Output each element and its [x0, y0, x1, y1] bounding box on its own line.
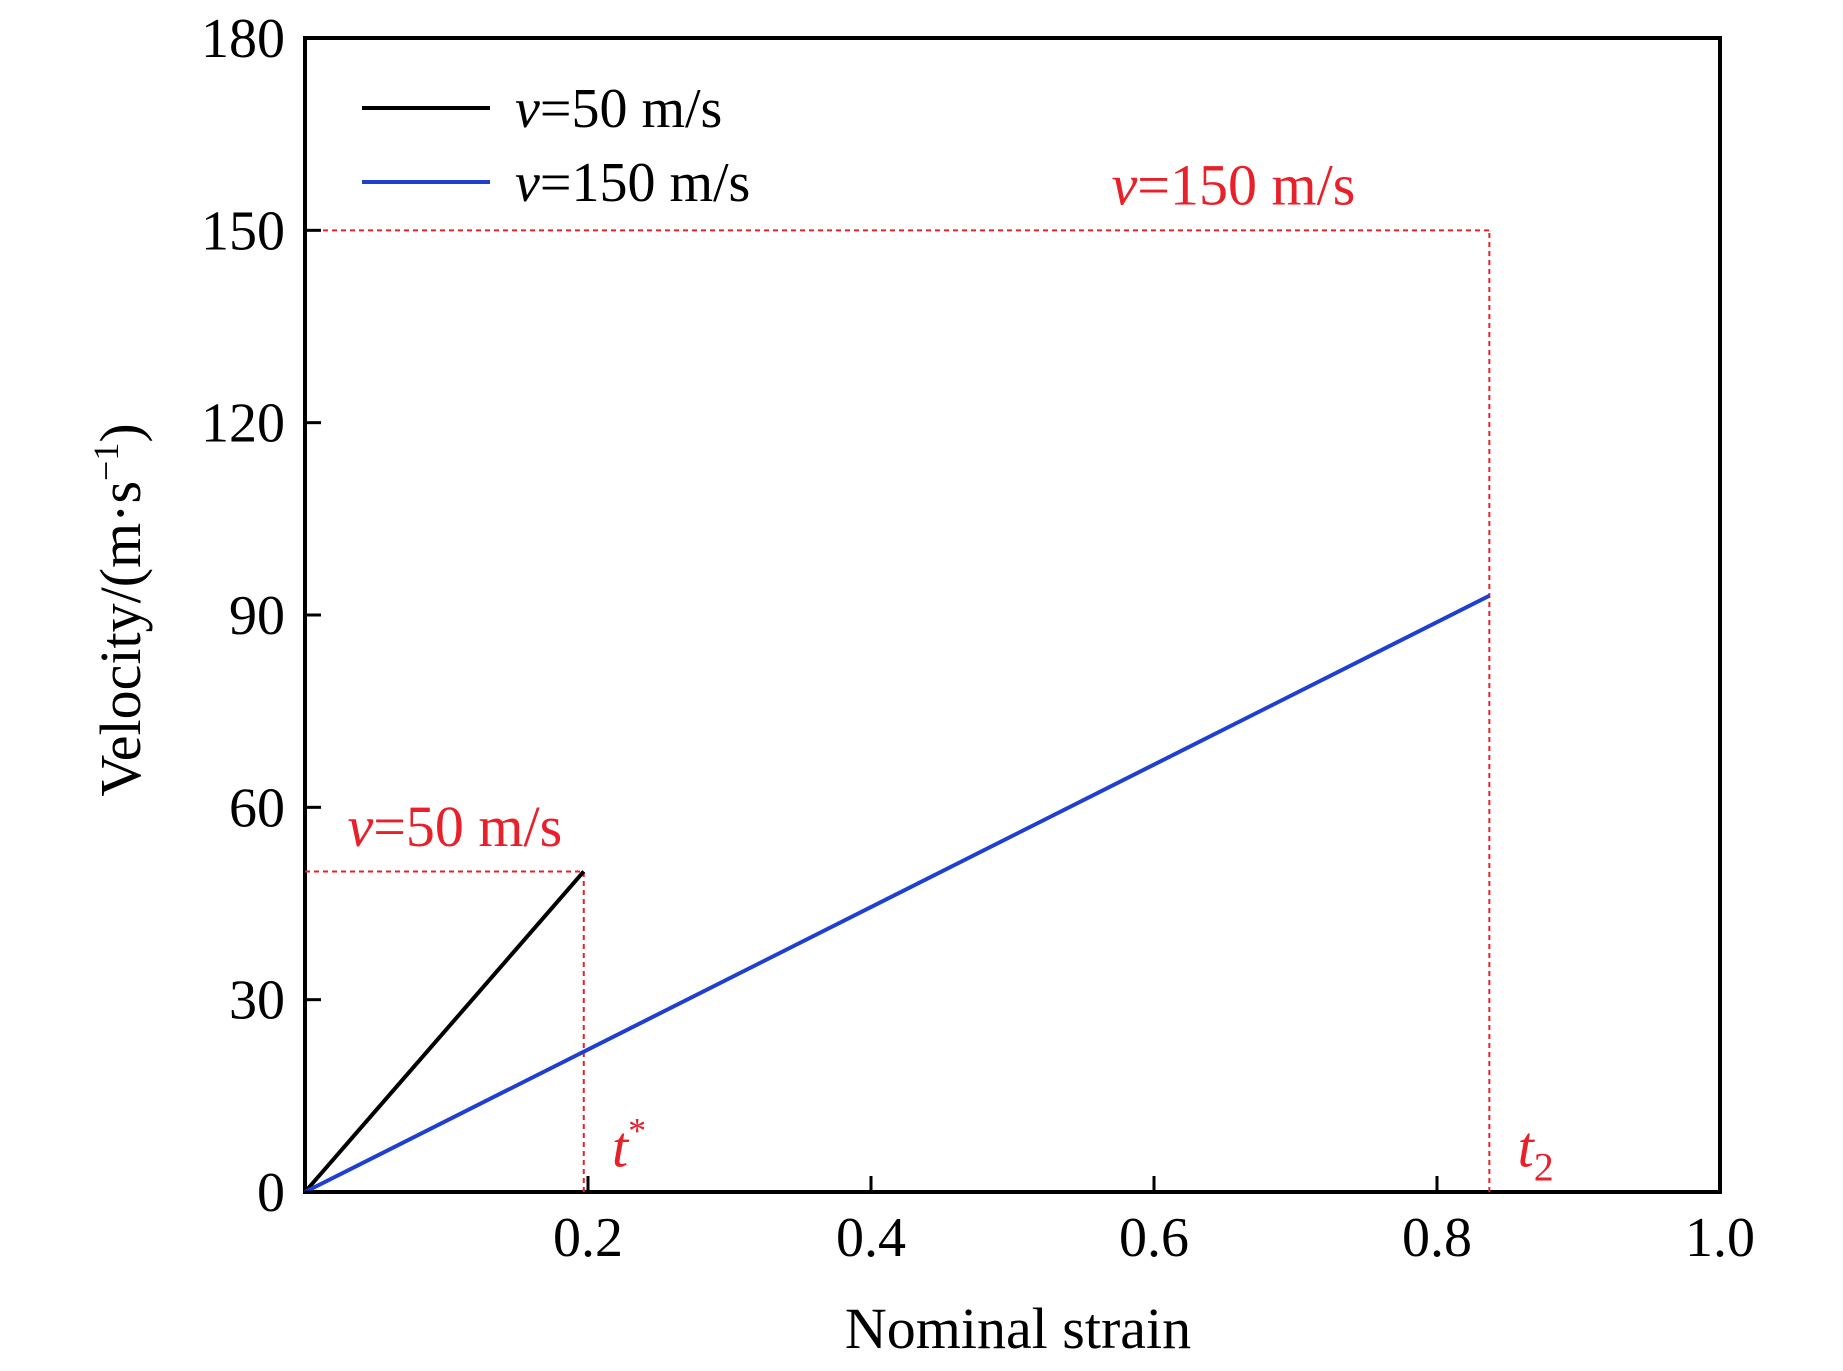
- anno-v50-rest: =50 m/s: [373, 794, 562, 859]
- x-axis-title: Nominal strain: [845, 1296, 1191, 1361]
- y-tick-label-0: 0: [257, 1162, 285, 1224]
- legend-label-rest-0: =50 m/s: [540, 78, 723, 140]
- legend: v=50 m/sv=150 m/s: [362, 78, 750, 214]
- x-tick-label-1: 0.4: [836, 1207, 906, 1269]
- series-line-0: [303, 870, 586, 1194]
- x-tick-label-2: 0.6: [1119, 1207, 1189, 1269]
- legend-label-rest-1: =150 m/s: [540, 152, 751, 214]
- series-line-1: [304, 593, 1491, 1194]
- anno-v150: v=150 m/s: [1112, 153, 1356, 218]
- x-tick-label-4: 1.0: [1685, 1207, 1755, 1269]
- anno-v50: v=50 m/s: [347, 794, 562, 859]
- legend-label-0: v=50 m/s: [515, 78, 722, 140]
- y-tick-label-3: 90: [229, 585, 285, 647]
- anno-v150-var: v: [1112, 153, 1138, 218]
- anno-tstar: t*: [612, 1110, 646, 1179]
- y-tick-label-6: 180: [201, 8, 285, 70]
- anno-t2-var: t: [1518, 1114, 1536, 1179]
- anno-t2: t2: [1518, 1114, 1554, 1189]
- x-tick-label-0: 0.2: [553, 1207, 623, 1269]
- reference-lines: [305, 229, 1491, 1192]
- y-axis-title-main: Velocity/(m·s: [88, 481, 153, 797]
- y-axis-title: Velocity/(m·s−1): [86, 423, 153, 796]
- annotations: v=50 m/sv=150 m/st* t2: [347, 153, 1553, 1190]
- axis-ticks: [305, 36, 1722, 1194]
- series-lines: [303, 593, 1491, 1194]
- anno-v50-var: v: [347, 794, 373, 859]
- legend-label-var-0: v: [515, 78, 540, 140]
- anno-t2-sub: 2: [1534, 1144, 1554, 1189]
- y-axis-title-close: ): [88, 423, 153, 442]
- y-tick-label-1: 30: [229, 970, 285, 1032]
- y-tick-label-2: 60: [229, 777, 285, 839]
- anno-v150-rest: =150 m/s: [1137, 153, 1355, 218]
- legend-label-1: v=150 m/s: [515, 152, 750, 214]
- y-axis-title-sup: −1: [86, 443, 126, 481]
- anno-tstar-var: t: [612, 1114, 630, 1179]
- y-tick-label-5: 150: [201, 200, 285, 262]
- y-tick-label-4: 120: [201, 393, 285, 455]
- anno-tstar-sup: *: [628, 1110, 646, 1150]
- x-tick-label-3: 0.8: [1402, 1207, 1472, 1269]
- legend-label-var-1: v: [515, 152, 540, 214]
- tick-labels: 0.2 0.4 0.6 0.8 1.0 0 30 60 90 120 150 180: [201, 8, 1755, 1269]
